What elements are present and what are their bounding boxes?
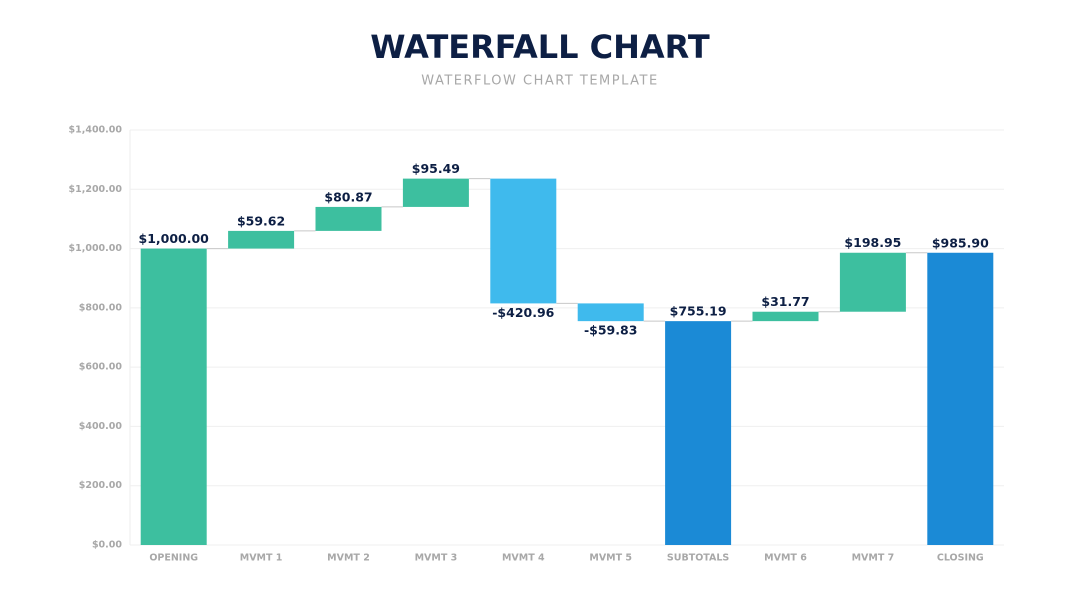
y-tick-label: $600.00 bbox=[79, 362, 123, 373]
value-label: $198.95 bbox=[844, 235, 901, 250]
x-tick-label: MVMT 6 bbox=[764, 553, 807, 564]
y-tick-label: $1,000.00 bbox=[69, 243, 123, 254]
bar bbox=[315, 206, 382, 231]
y-tick-label: $400.00 bbox=[79, 421, 123, 432]
value-label: $985.90 bbox=[932, 235, 989, 250]
value-label: -$420.96 bbox=[492, 305, 554, 320]
value-label: $1,000.00 bbox=[139, 231, 210, 246]
bar bbox=[402, 178, 469, 207]
bar bbox=[839, 252, 906, 312]
value-label: $755.19 bbox=[670, 304, 727, 319]
bar bbox=[665, 321, 732, 545]
bar bbox=[490, 178, 557, 304]
y-tick-label: $0.00 bbox=[92, 540, 122, 551]
x-tick-label: MVMT 7 bbox=[852, 553, 895, 564]
x-tick-label: MVMT 3 bbox=[415, 553, 458, 564]
y-tick-label: $800.00 bbox=[79, 302, 123, 313]
value-label: $80.87 bbox=[324, 189, 372, 204]
y-tick-label: $1,200.00 bbox=[69, 184, 123, 195]
bar bbox=[140, 248, 207, 546]
bar bbox=[927, 252, 994, 545]
y-tick-label: $1,400.00 bbox=[69, 125, 123, 136]
y-tick-label: $200.00 bbox=[79, 480, 123, 491]
bar bbox=[228, 230, 295, 249]
x-tick-label: MVMT 1 bbox=[240, 553, 283, 564]
x-tick-label: SUBTOTALS bbox=[667, 553, 730, 564]
bar bbox=[577, 303, 644, 322]
x-tick-label: MVMT 4 bbox=[502, 553, 545, 564]
chart-subtitle: WATERFLOW CHART TEMPLATE bbox=[421, 74, 658, 89]
chart-title: WATERFALL CHART bbox=[370, 28, 710, 66]
value-label: -$59.83 bbox=[584, 323, 637, 338]
x-tick-label: CLOSING bbox=[937, 553, 984, 564]
bar bbox=[752, 311, 819, 322]
value-label: $59.62 bbox=[237, 213, 285, 228]
x-tick-label: OPENING bbox=[149, 553, 198, 564]
x-tick-label: MVMT 5 bbox=[589, 553, 632, 564]
value-label: $31.77 bbox=[761, 294, 809, 309]
x-tick-label: MVMT 2 bbox=[327, 553, 370, 564]
value-label: $95.49 bbox=[412, 161, 460, 176]
